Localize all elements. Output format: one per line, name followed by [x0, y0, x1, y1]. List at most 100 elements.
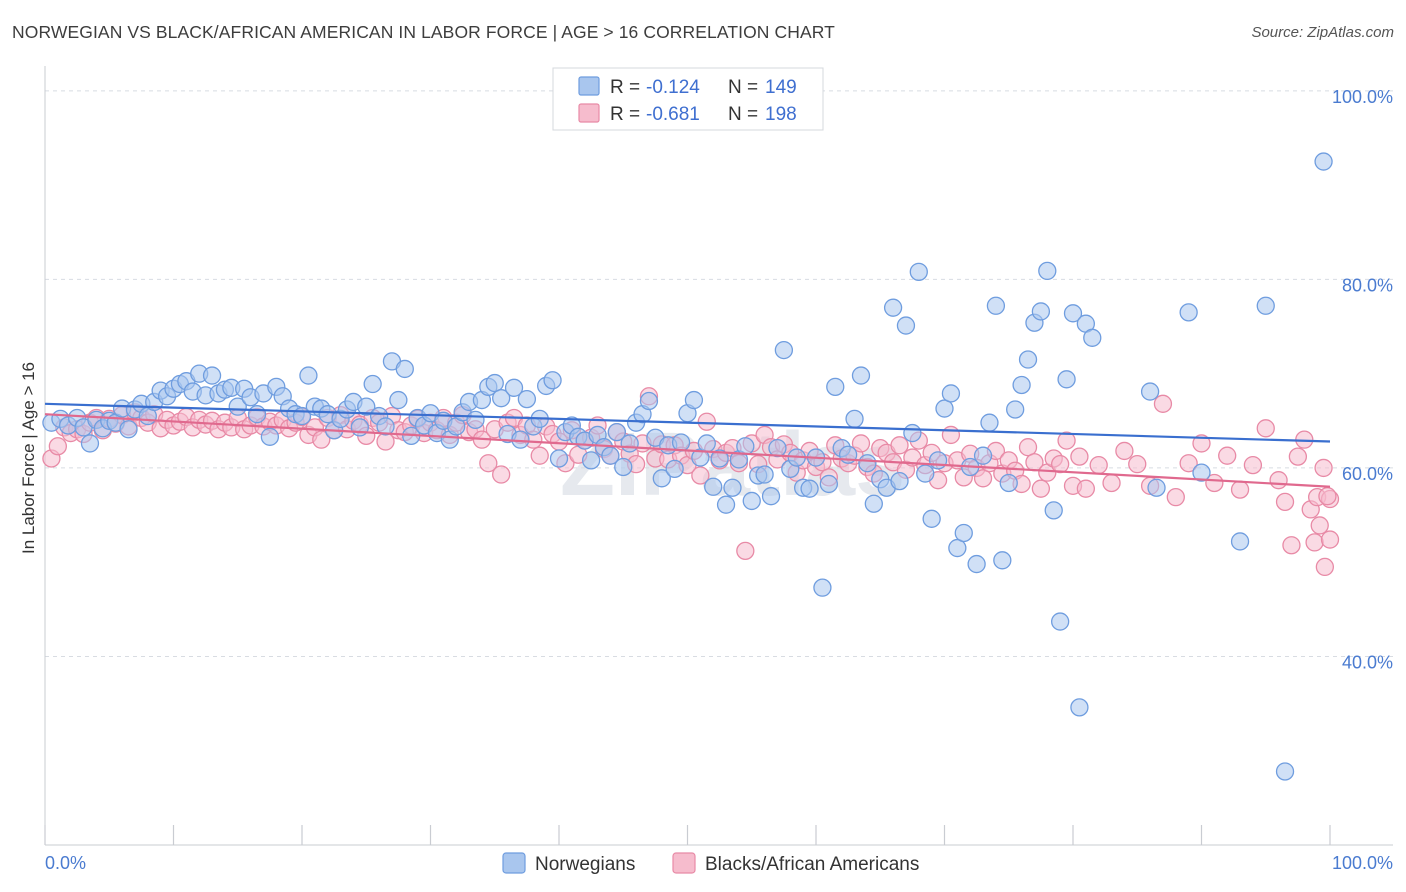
point-blacks-african-americans — [1051, 455, 1070, 474]
point-norwegian — [119, 420, 138, 439]
point-blacks-african-americans — [1320, 530, 1340, 549]
point-norwegian — [1179, 303, 1198, 322]
legend-n-value-norwegians: 149 — [765, 77, 797, 98]
point-norwegian — [973, 446, 993, 465]
point-blacks-african-americans — [851, 434, 871, 453]
point-norwegian — [1051, 612, 1070, 631]
point-blacks-african-americans — [1305, 533, 1324, 552]
point-norwegian — [704, 477, 723, 496]
legend-swatch-norwegians — [578, 76, 600, 96]
point-norwegian — [716, 495, 736, 514]
point-norwegian — [376, 417, 395, 436]
point-norwegian — [858, 454, 877, 473]
point-blacks-african-americans — [1310, 516, 1329, 535]
point-norwegian — [1230, 532, 1250, 551]
point-norwegian — [247, 405, 267, 424]
point-norwegian — [1256, 296, 1275, 315]
grid-lines: 40.0% 60.0% 80.0% 100.0% — [45, 87, 1393, 672]
point-norwegian — [1018, 350, 1038, 369]
point-norwegian — [768, 438, 787, 458]
legend-r-value-blacks: -0.681 — [646, 104, 700, 125]
point-norwegian — [736, 437, 755, 456]
point-blacks-african-americans — [697, 412, 716, 431]
point-norwegian — [614, 457, 633, 477]
point-norwegian — [826, 377, 845, 397]
y-tick-label: 40.0% — [1342, 652, 1393, 672]
point-blacks-african-americans — [1318, 487, 1337, 506]
point-norwegian — [697, 434, 716, 453]
point-norwegian — [999, 473, 1018, 493]
y-axis-label: In Labor Force | Age > 16 — [19, 362, 38, 554]
point-blacks-african-americans — [1089, 455, 1108, 475]
point-norwegian — [581, 451, 601, 470]
bottom-legend: Norwegians Blacks/African Americans — [502, 852, 919, 875]
point-norwegian — [935, 399, 954, 418]
point-blacks-african-americans — [1275, 492, 1295, 512]
point-blacks-african-americans — [1256, 419, 1275, 438]
point-norwegian — [652, 469, 671, 488]
point-norwegian — [202, 366, 222, 385]
point-norwegian — [665, 459, 684, 479]
legend-n-label-blacks: N = — [728, 104, 758, 125]
point-norwegian — [543, 371, 562, 390]
point-norwegian — [845, 409, 864, 429]
point-blacks-african-americans — [1315, 557, 1335, 577]
point-blacks-african-americans — [736, 541, 755, 561]
point-norwegian — [980, 413, 999, 432]
point-blacks-african-americans — [479, 454, 498, 473]
point-norwegian — [1063, 304, 1083, 323]
point-norwegian — [1057, 370, 1076, 389]
point-norwegian — [1031, 302, 1051, 321]
legend-n-value-blacks: 198 — [765, 104, 797, 125]
point-norwegian — [363, 374, 382, 394]
point-norwegian — [800, 479, 819, 498]
point-norwegian — [1038, 261, 1057, 281]
bottom-legend-swatch-blacks — [672, 852, 696, 874]
point-norwegian — [260, 427, 280, 446]
point-norwegian — [928, 451, 948, 470]
chart-source: Source: ZipAtlas.com — [1251, 24, 1394, 41]
point-norwegian — [1006, 400, 1025, 419]
point-norwegian — [228, 397, 247, 416]
legend-r-label-norwegians: R = — [610, 77, 640, 98]
y-tick-label: 80.0% — [1342, 275, 1393, 295]
legend-swatch-blacks — [578, 103, 600, 123]
point-norwegian — [909, 262, 928, 281]
point-blacks-african-americans — [890, 436, 909, 455]
trend-line-blacks — [44, 413, 1331, 488]
point-norwegian — [671, 433, 691, 452]
series-norwegians — [42, 152, 1333, 781]
point-norwegian — [549, 449, 569, 468]
y-tick-label: 100.0% — [1332, 87, 1393, 107]
point-norwegian — [1314, 152, 1333, 171]
legend-n-label-norwegians: N = — [728, 77, 758, 98]
point-blacks-african-americans — [1153, 394, 1173, 413]
trend-lines — [44, 402, 1331, 488]
point-norwegian — [492, 389, 511, 408]
point-norwegian — [466, 410, 485, 430]
point-norwegian — [903, 423, 922, 443]
point-blacks-african-americans — [48, 437, 67, 456]
y-tick-label: 60.0% — [1342, 464, 1393, 484]
point-blacks-african-americans — [1031, 479, 1051, 498]
point-norwegian — [1012, 375, 1031, 395]
point-blacks-african-americans — [1018, 438, 1038, 457]
point-norwegian — [916, 464, 935, 483]
point-norwegian — [607, 422, 626, 442]
point-norwegian — [896, 316, 916, 335]
point-norwegian — [710, 449, 729, 468]
legend-r-label-blacks: R = — [610, 104, 640, 125]
bottom-legend-swatch-norwegians — [502, 852, 526, 874]
point-blacks-african-americans — [492, 465, 511, 484]
point-norwegian — [1140, 382, 1160, 401]
point-blacks-african-americans — [1282, 536, 1301, 555]
point-norwegian — [517, 389, 537, 409]
point-norwegian — [684, 390, 704, 410]
point-norwegian — [620, 434, 639, 453]
point-blacks-african-americans — [1314, 458, 1333, 478]
point-norwegian — [993, 551, 1012, 570]
point-norwegian — [986, 296, 1006, 315]
point-norwegian — [761, 487, 781, 506]
point-norwegian — [1275, 762, 1295, 781]
